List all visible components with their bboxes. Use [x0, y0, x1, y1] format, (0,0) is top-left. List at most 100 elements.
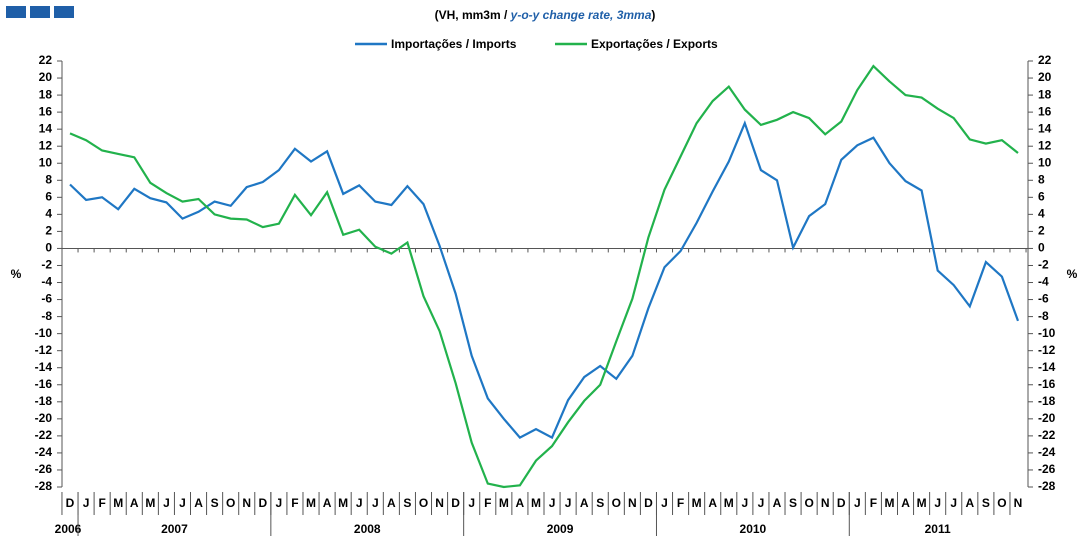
x-tick-label: J	[549, 496, 556, 510]
y-tick-label: -6	[41, 292, 52, 306]
y2-tick-label: -20	[1038, 411, 1056, 425]
x-tick-label: M	[884, 496, 894, 510]
x-tick-label: M	[338, 496, 348, 510]
y2-tick-label: 16	[1038, 104, 1052, 118]
x-tick-label: F	[98, 496, 105, 510]
x-tick-label: J	[661, 496, 668, 510]
y-tick-label: -28	[35, 479, 53, 493]
y-tick-label: 12	[39, 138, 53, 152]
x-tick-label: N	[1014, 496, 1023, 510]
x-tick-label: A	[130, 496, 139, 510]
y-tick-label: -24	[35, 445, 53, 459]
x-tick-label: J	[854, 496, 861, 510]
y2-tick-label: -4	[1038, 275, 1049, 289]
y-tick-label: -20	[35, 411, 53, 425]
x-tick-label: A	[516, 496, 525, 510]
y-tick-label: 22	[39, 53, 53, 67]
x-tick-label: A	[323, 496, 332, 510]
x-tick-label: D	[837, 496, 846, 510]
y-tick-label: 20	[39, 70, 53, 84]
x-tick-label: O	[419, 496, 428, 510]
x-tick-label: D	[451, 496, 460, 510]
y2-tick-label: -26	[1038, 462, 1056, 476]
y2-tick-label: 20	[1038, 70, 1052, 84]
y-tick-label: 8	[45, 172, 52, 186]
x-tick-label: M	[917, 496, 927, 510]
y-tick-label: 4	[45, 207, 52, 221]
y-tick-label: -16	[35, 377, 53, 391]
x-tick-label: A	[965, 496, 974, 510]
year-label: 2010	[740, 522, 767, 536]
y2-tick-label: -16	[1038, 377, 1056, 391]
x-tick-label: O	[226, 496, 235, 510]
y2-tick-label: 4	[1038, 207, 1045, 221]
logo-block	[6, 6, 26, 18]
title-part: (VH, mm3m /	[435, 8, 511, 22]
y2-tick-label: -22	[1038, 428, 1056, 442]
y-tick-label: 18	[39, 87, 53, 101]
x-tick-label: J	[950, 496, 957, 510]
x-tick-label: J	[276, 496, 283, 510]
year-label: 2008	[354, 522, 381, 536]
y2-tick-label: -12	[1038, 343, 1056, 357]
y2-tick-label: 6	[1038, 189, 1045, 203]
y2-tick-label: 18	[1038, 87, 1052, 101]
y2-tick-label: 12	[1038, 138, 1052, 152]
legend-label: Importações / Imports	[391, 37, 517, 51]
y2-tick-label: -24	[1038, 445, 1056, 459]
x-tick-label: D	[66, 496, 75, 510]
y-axis-label: %	[11, 267, 22, 281]
x-tick-label: S	[982, 496, 990, 510]
x-tick-label: N	[628, 496, 637, 510]
x-tick-label: A	[387, 496, 396, 510]
x-tick-label: F	[291, 496, 298, 510]
x-tick-label: F	[484, 496, 491, 510]
x-tick-label: J	[468, 496, 475, 510]
x-tick-label: N	[435, 496, 444, 510]
y2-tick-label: 14	[1038, 121, 1052, 135]
y-tick-label: -18	[35, 394, 53, 408]
series-line	[69, 120, 1020, 440]
y-tick-label: -22	[35, 428, 53, 442]
y-tick-label: 6	[45, 189, 52, 203]
x-tick-label: F	[870, 496, 877, 510]
x-tick-label: A	[773, 496, 782, 510]
y-tick-label: -2	[41, 258, 52, 272]
x-tick-label: N	[242, 496, 251, 510]
logo-block	[54, 6, 74, 18]
y-tick-label: -8	[41, 309, 52, 323]
title-part: y-o-y change rate, 3mma	[510, 8, 652, 22]
x-tick-label: A	[708, 496, 717, 510]
x-tick-label: O	[612, 496, 621, 510]
x-tick-label: J	[372, 496, 379, 510]
x-tick-label: S	[211, 496, 219, 510]
x-tick-label: S	[789, 496, 797, 510]
x-tick-label: S	[403, 496, 411, 510]
y-tick-label: -26	[35, 462, 53, 476]
y2-tick-label: 0	[1038, 241, 1045, 255]
x-tick-label: J	[163, 496, 170, 510]
year-label: 2006	[55, 522, 82, 536]
y2-tick-label: -28	[1038, 479, 1056, 493]
x-tick-label: N	[821, 496, 830, 510]
x-tick-label: J	[356, 496, 363, 510]
x-tick-label: J	[179, 496, 186, 510]
y-tick-label: -10	[35, 326, 53, 340]
y2-axis-label: %	[1067, 267, 1078, 281]
y2-tick-label: -18	[1038, 394, 1056, 408]
x-tick-label: M	[531, 496, 541, 510]
y-tick-label: 16	[39, 104, 53, 118]
x-tick-label: J	[934, 496, 941, 510]
year-label: 2009	[547, 522, 574, 536]
y2-tick-label: -14	[1038, 360, 1056, 374]
y2-tick-label: -10	[1038, 326, 1056, 340]
y2-tick-label: -6	[1038, 292, 1049, 306]
legend-label: Exportações / Exports	[591, 37, 718, 51]
x-tick-label: J	[758, 496, 765, 510]
y-tick-label: -12	[35, 343, 53, 357]
x-tick-label: O	[804, 496, 813, 510]
x-tick-label: A	[901, 496, 910, 510]
x-tick-label: F	[677, 496, 684, 510]
y2-tick-label: 8	[1038, 172, 1045, 186]
